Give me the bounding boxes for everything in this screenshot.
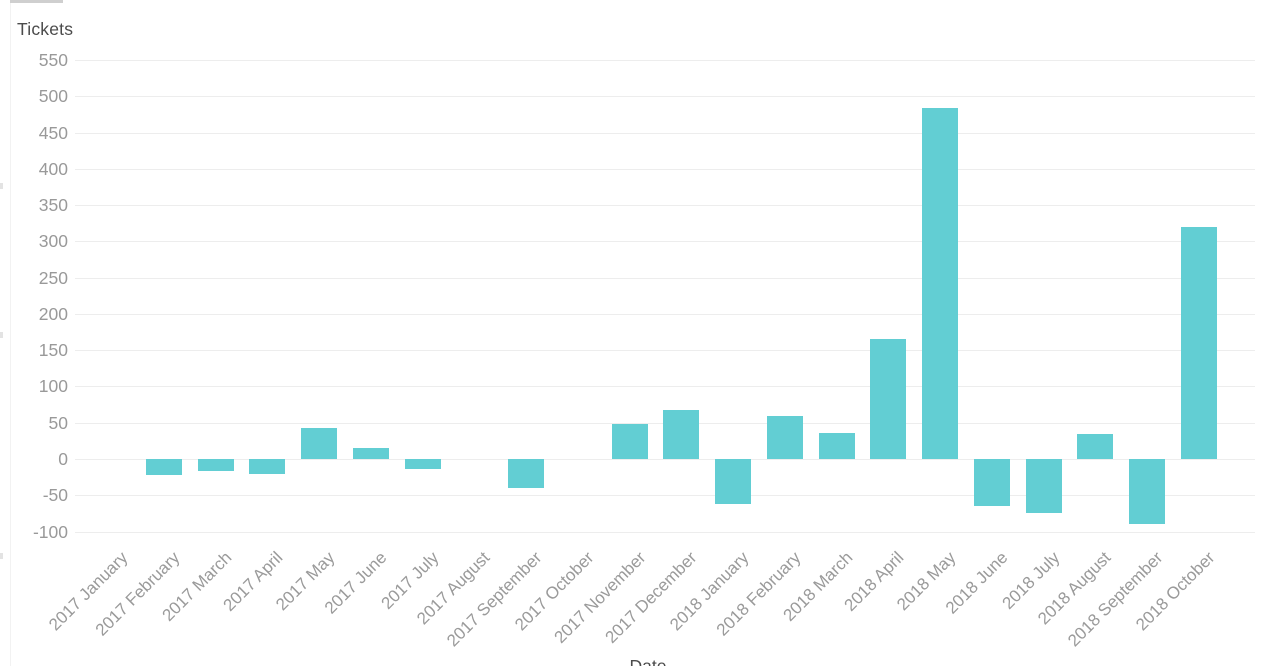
bar-2018-march[interactable] <box>819 433 855 459</box>
screen-edge-top-segment <box>10 0 63 3</box>
bar-2018-june[interactable] <box>974 459 1010 506</box>
screen-edge-notch <box>0 183 3 189</box>
bar-2018-september[interactable] <box>1129 459 1165 524</box>
bar-2018-may[interactable] <box>922 108 958 459</box>
gridline-y-500 <box>75 96 1255 97</box>
y-tick-label-450: 450 <box>38 123 68 143</box>
bar-2017-june[interactable] <box>353 448 389 459</box>
y-tick-label-500: 500 <box>38 86 68 106</box>
y-tick-label-150: 150 <box>38 340 68 360</box>
y-tick-label-200: 200 <box>38 304 68 324</box>
gridline-y-350 <box>75 205 1255 206</box>
gridline-y-400 <box>75 169 1255 170</box>
bar-2018-january[interactable] <box>715 459 751 504</box>
screen-edge-notch <box>0 553 3 559</box>
screen-edge-line <box>10 0 11 666</box>
gridline-y-550 <box>75 60 1255 61</box>
bar-2017-november[interactable] <box>612 424 648 459</box>
bar-2017-april[interactable] <box>249 459 285 474</box>
screen-edge-notch <box>0 332 3 338</box>
x-axis-title: Date <box>629 656 667 666</box>
y-tick-label-350: 350 <box>38 195 68 215</box>
y-tick-label-250: 250 <box>38 268 68 288</box>
y-tick-label-550: 550 <box>38 50 68 70</box>
bar-2018-april[interactable] <box>870 339 906 459</box>
gridline-y-100 <box>75 386 1255 387</box>
bar-2018-october[interactable] <box>1181 227 1217 459</box>
bar-2018-february[interactable] <box>767 416 803 459</box>
bar-2017-may[interactable] <box>301 428 337 459</box>
y-tick-label-50: 50 <box>48 413 68 433</box>
gridline-y--100 <box>75 532 1255 533</box>
y-tick-label--100: -100 <box>32 522 68 542</box>
bar-2018-july[interactable] <box>1026 459 1062 513</box>
y-tick-label-400: 400 <box>38 159 68 179</box>
y-tick-label--50: -50 <box>42 485 68 505</box>
y-tick-label-100: 100 <box>38 376 68 396</box>
bar-2017-september[interactable] <box>508 459 544 488</box>
gridline-y-200 <box>75 314 1255 315</box>
gridline-y--50 <box>75 495 1255 496</box>
y-tick-label-300: 300 <box>38 231 68 251</box>
gridline-y-0 <box>75 459 1255 460</box>
gridline-y-450 <box>75 133 1255 134</box>
y-axis-title: Tickets <box>17 19 74 39</box>
gridline-y-300 <box>75 241 1255 242</box>
bar-2017-july[interactable] <box>405 459 441 469</box>
gridline-y-150 <box>75 350 1255 351</box>
gridline-y-250 <box>75 278 1255 279</box>
bar-2017-february[interactable] <box>146 459 182 475</box>
bar-2017-december[interactable] <box>663 410 699 459</box>
y-tick-label-0: 0 <box>58 449 68 469</box>
bar-2018-august[interactable] <box>1077 434 1113 459</box>
bar-2017-march[interactable] <box>198 459 234 471</box>
